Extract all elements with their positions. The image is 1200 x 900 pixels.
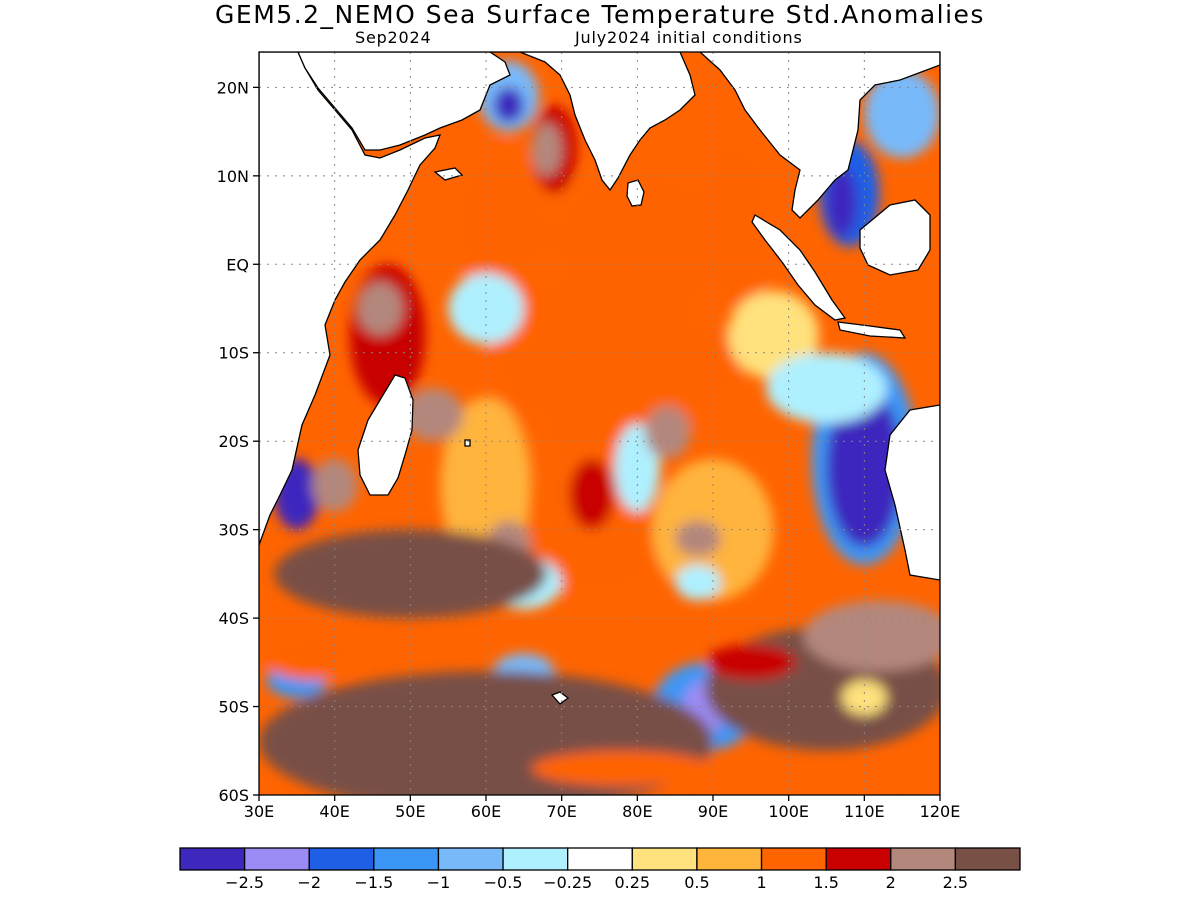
anomaly-region-0	[448, 140, 555, 300]
anomaly-region-43	[705, 644, 797, 681]
anomaly-region-24	[493, 87, 524, 123]
india-landmass	[519, 52, 696, 192]
x-tick-label: 120E	[920, 802, 961, 821]
y-tick-label: EQ	[226, 255, 249, 274]
x-tick-label: 50E	[395, 802, 425, 821]
anomaly-region-44	[531, 750, 713, 787]
colorbar-swatch	[825, 847, 892, 871]
colorbar-label: −2	[297, 873, 321, 892]
x-tick-label: 30E	[244, 802, 274, 821]
colorbar-swatch	[308, 847, 375, 871]
colorbar-swatch	[437, 847, 504, 871]
colorbar-label: 0.25	[614, 873, 650, 892]
x-tick-label: 90E	[698, 802, 728, 821]
colorbar-swatch	[502, 847, 569, 871]
java-island	[837, 321, 907, 339]
colorbar-label: −0.5	[484, 873, 523, 892]
anomaly-region-2	[690, 131, 782, 309]
colorbar-swatch	[696, 847, 763, 871]
anomaly-region-40	[803, 600, 940, 672]
x-tick-label: 110E	[844, 802, 885, 821]
colorbar-swatch	[954, 847, 1021, 871]
colorbar-swatch	[243, 847, 310, 871]
borneo-island	[859, 199, 931, 276]
x-tick-label: 40E	[319, 802, 349, 821]
anomaly-region-45	[856, 759, 940, 795]
anomaly-region-29	[826, 166, 857, 238]
x-tick-label: 80E	[622, 802, 652, 821]
anomaly-region-22	[675, 520, 721, 557]
latitude-axis: 20N 10N EQ 10S 20S 30S 40S 50S 60S	[217, 78, 259, 805]
anomaly-region-20	[644, 405, 691, 459]
longitude-axis: 30E 40E 50E 60E 70E 80E 90E 100E 110E 120E	[244, 795, 961, 821]
colorbar-label: −1	[427, 873, 451, 892]
x-tick-label: 70E	[546, 802, 576, 821]
colorbar-swatch	[760, 847, 827, 871]
initial-conditions: July2024 initial conditions	[575, 28, 803, 47]
map-frame	[258, 51, 941, 796]
sumatra-island	[751, 214, 847, 321]
anomaly-region-15	[357, 281, 403, 336]
africa-landmass	[259, 52, 442, 546]
y-tick-label: 20N	[217, 78, 249, 97]
colorbar-swatch	[631, 847, 698, 871]
socotra-island	[433, 167, 464, 181]
colorbar-swatch	[567, 847, 633, 871]
x-tick-label: 100E	[768, 802, 809, 821]
colorbar-label: 2.5	[943, 873, 968, 892]
sri-lanka-island	[626, 179, 645, 207]
kerguelen-island	[550, 691, 570, 705]
anomaly-region-18	[531, 122, 562, 176]
y-tick-label: 50S	[218, 698, 249, 717]
indochina-landmass	[699, 52, 940, 219]
colorbar: −2.5 −2 −1.5 −1 −0.5 −0.25 0.25 0.5 1 1.5 2 2.5	[179, 847, 1021, 892]
map-area	[259, 52, 940, 795]
y-tick-label: 10S	[218, 344, 249, 363]
anomaly-region-26	[826, 388, 903, 548]
y-tick-label: 60S	[218, 786, 249, 805]
y-tick-label: 20S	[218, 432, 249, 451]
anomaly-region-16	[402, 388, 464, 442]
anomaly-field-layer	[259, 60, 940, 795]
colorbar-label: 1	[756, 873, 766, 892]
y-tick-label: 10N	[217, 167, 249, 186]
forecast-month: Sep2024	[355, 28, 432, 47]
x-tick-label: 60E	[471, 802, 501, 821]
graticule	[259, 52, 940, 795]
colorbar-swatch	[373, 847, 440, 871]
colorbar-label: −2.5	[225, 873, 264, 892]
colorbar-label: 2	[886, 873, 896, 892]
colorbar-label: 0.5	[684, 873, 709, 892]
y-tick-label: 40S	[218, 609, 249, 628]
colorbar-swatch	[179, 847, 246, 871]
anomaly-region-9	[728, 290, 819, 380]
australia-landmass	[884, 404, 940, 581]
anomaly-region-27	[765, 352, 888, 424]
arabia-landmass	[297, 52, 511, 151]
anomaly-region-42	[259, 626, 365, 681]
anomaly-region-30	[864, 69, 940, 159]
y-tick-label: 30S	[218, 521, 249, 540]
anomaly-region-19	[569, 458, 615, 530]
map-title: GEM5.2_NEMO Sea Surface Temperature Std.…	[215, 0, 985, 29]
colorbar-label: −0.25	[543, 873, 592, 892]
land-layer	[259, 52, 940, 705]
anomaly-region-13	[675, 565, 721, 601]
colorbar-label: −1.5	[354, 873, 393, 892]
colorbar-swatch	[890, 847, 957, 871]
colorbar-label: 1.5	[813, 873, 838, 892]
madagascar-island	[357, 374, 414, 496]
